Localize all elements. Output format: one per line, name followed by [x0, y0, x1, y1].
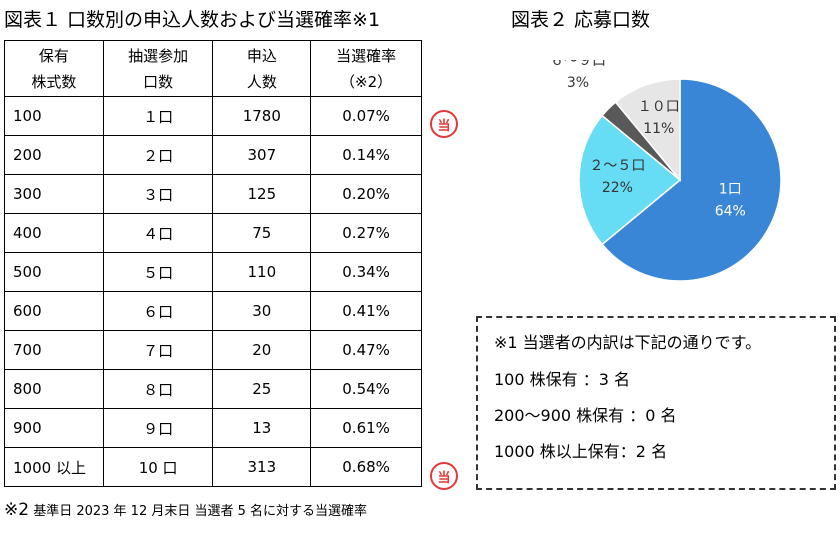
cell-probability: 0.41%	[310, 291, 422, 331]
note-line-3: 200～900 株保有 ：0 名	[494, 406, 677, 425]
footnote-text: 基準日 2023 年 12 月末日 当選者 5 名に対する当選確率	[29, 504, 368, 519]
cell-units: ２口	[102, 135, 214, 175]
note-line-2: 100 株保有 ：3 名	[494, 370, 630, 389]
cell-shares: 800	[4, 369, 104, 409]
cell-applicants: 110	[212, 252, 312, 292]
table-row: 500 ５口 110 0.34%	[4, 252, 422, 292]
footnote-2: ※2 基準日 2023 年 12 月末日 当選者 5 名に対する当選確率	[4, 500, 367, 520]
cell-probability: 0.54%	[310, 369, 422, 409]
cell-probability: 0.14%	[310, 135, 422, 175]
cell-probability: 0.07%	[310, 96, 422, 136]
winner-stamp-1000: 当	[430, 462, 458, 490]
pie-slice-value: 3%	[567, 75, 589, 91]
cell-units: １口	[102, 96, 214, 136]
winners-note: ※1 当選者の内訳は下記の通りです。 100 株保有 ：3 名 200～900 …	[476, 316, 836, 490]
cell-units: ５口	[102, 252, 214, 292]
cell-applicants: 125	[212, 174, 312, 214]
cell-applicants: 20	[212, 330, 312, 370]
note-line-4: 1000 株以上保有：2 名	[494, 442, 668, 461]
cell-shares: 700	[4, 330, 104, 370]
table-row: 1000 以上 10 口 313 0.68%	[4, 447, 422, 487]
header-probability: 当選確率 （※2）	[310, 40, 422, 97]
cell-units: ９口	[102, 408, 214, 448]
cell-probability: 0.68%	[310, 447, 422, 487]
cell-applicants: 307	[212, 135, 312, 175]
winner-stamp-100: 当	[430, 110, 458, 138]
cell-probability: 0.34%	[310, 252, 422, 292]
table-row: 400 ４口 75 0.27%	[4, 213, 422, 253]
cell-units: ３口	[102, 174, 214, 214]
chart-title: 図表２ 応募口数	[511, 9, 651, 31]
table-row: 700 ７口 20 0.47%	[4, 330, 422, 370]
cell-applicants: 75	[212, 213, 312, 253]
results-table: 保有 株式数 抽選参加 口数 申込 人数 当選確率 （※2） 100 １口 1780…	[4, 40, 422, 487]
footnote-mark: ※2	[4, 500, 30, 520]
header-units: 抽選参加 口数	[102, 40, 214, 97]
cell-units: ４口	[102, 213, 214, 253]
cell-applicants: 1780	[212, 96, 312, 136]
cell-shares: 1000 以上	[4, 447, 104, 487]
pie-slice-value: 11%	[643, 121, 674, 137]
cell-units: ６口	[102, 291, 214, 331]
pie-slice	[614, 78, 681, 183]
pie-slice-label: ２～５口	[589, 158, 645, 174]
cell-applicants: 13	[212, 408, 312, 448]
cell-shares: 300	[4, 174, 104, 214]
cell-probability: 0.61%	[310, 408, 422, 448]
cell-probability: 0.47%	[310, 330, 422, 370]
cell-applicants: 30	[212, 291, 312, 331]
cell-units: ７口	[102, 330, 214, 370]
cell-shares: 100	[4, 96, 104, 136]
cell-shares: 500	[4, 252, 104, 292]
cell-shares: 400	[4, 213, 104, 253]
cell-units: 10 口	[102, 447, 214, 487]
table-row: 900 ９口 13 0.61%	[4, 408, 422, 448]
pie-slice	[578, 114, 682, 246]
table-row: 200 ２口 307 0.14%	[4, 135, 422, 175]
cell-shares: 200	[4, 135, 104, 175]
table-title: 図表１ 口数別の申込人数および当選確率※1	[4, 9, 381, 31]
cell-units: ８口	[102, 369, 214, 409]
table-row: 300 ３口 125 0.20%	[4, 174, 422, 214]
table-row: 100 １口 1780 0.07%	[4, 96, 422, 136]
cell-probability: 0.27%	[310, 213, 422, 253]
pie-slice-label: ６～９口	[550, 60, 606, 69]
table-row: 800 ８口 25 0.54%	[4, 369, 422, 409]
pie-slice-value: 64%	[715, 204, 746, 220]
header-applicants: 申込 人数	[212, 40, 312, 97]
table-header-row: 保有 株式数 抽選参加 口数 申込 人数 当選確率 （※2）	[4, 40, 422, 97]
cell-applicants: 25	[212, 369, 312, 409]
pie-chart: 1口 64% ２～５口 22% ６～９口 3% １０口 11%	[550, 60, 782, 282]
header-shares: 保有 株式数	[4, 40, 104, 97]
table-row: 600 ６口 30 0.41%	[4, 291, 422, 331]
pie-slice-value: 22%	[602, 180, 633, 196]
pie-slice	[601, 78, 782, 282]
cell-shares: 900	[4, 408, 104, 448]
cell-shares: 600	[4, 291, 104, 331]
pie-slice-label: １０口	[638, 99, 680, 115]
pie-slice-label: 1口	[719, 182, 742, 198]
note-line-1: ※1 当選者の内訳は下記の通りです。	[494, 333, 762, 352]
cell-applicants: 313	[212, 447, 312, 487]
cell-probability: 0.20%	[310, 174, 422, 214]
